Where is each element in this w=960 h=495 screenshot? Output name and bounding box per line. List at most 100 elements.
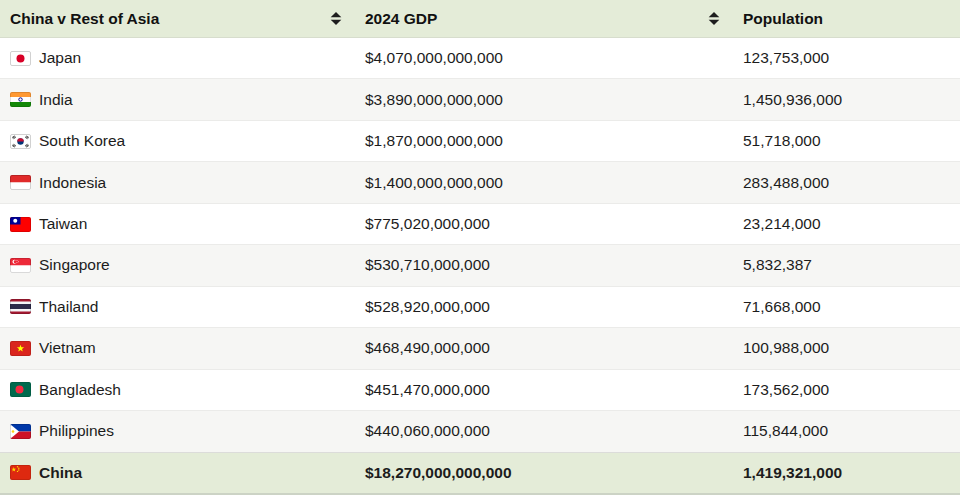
table-row: Indonesia $1,400,000,000,000 283,488,000 [0,161,960,202]
gdp-column-label: 2024 GDP [365,10,437,28]
population-value: 115,844,000 [743,422,828,440]
gdp-value: $530,710,000,000 [365,256,490,274]
table-row: Vietnam $468,490,000,000 100,988,000 [0,327,960,368]
country-cell: India [0,91,355,109]
japan-flag-icon [10,51,31,66]
thailand-flag-icon [10,299,31,314]
table-title: China v Rest of Asia [10,10,159,28]
gdp-cell: $1,400,000,000,000 [355,174,733,192]
gdp-cell: $1,870,000,000,000 [355,132,733,150]
gdp-cell: $18,270,000,000,000 [355,464,733,482]
country-name: Philippines [39,422,114,440]
country-cell: Singapore [0,256,355,274]
country-name: Japan [39,49,81,67]
population-value: 5,832,387 [743,256,812,274]
country-name: Taiwan [39,215,87,233]
country-name: Thailand [39,298,98,316]
population-cell: 1,450,936,000 [733,91,960,109]
gdp-value: $528,920,000,000 [365,298,490,316]
population-cell: 283,488,000 [733,174,960,192]
population-cell: 5,832,387 [733,256,960,274]
country-name: India [39,91,73,109]
header-cell-population[interactable]: Population [733,0,960,37]
population-value: 123,753,000 [743,49,829,67]
singapore-flag-icon [10,258,31,273]
bangladesh-flag-icon [10,382,31,397]
taiwan-flag-icon [10,217,31,232]
population-value: 71,668,000 [743,298,821,316]
table-row: Bangladesh $451,470,000,000 173,562,000 [0,369,960,410]
sort-gdp-column-button[interactable] [708,11,720,26]
country-name: Singapore [39,256,110,274]
table-row: Taiwan $775,020,000,000 23,214,000 [0,203,960,244]
gdp-value: $775,020,000,000 [365,215,490,233]
gdp-value: $4,070,000,000,000 [365,49,503,67]
country-name: Indonesia [39,174,106,192]
country-name: South Korea [39,132,125,150]
population-cell: 51,718,000 [733,132,960,150]
india-flag-icon [10,92,31,107]
table-row: Thailand $528,920,000,000 71,668,000 [0,286,960,327]
sort-arrows-icon [708,11,720,26]
table-row: Philippines $440,060,000,000 115,844,000 [0,410,960,451]
table-row: South Korea $1,870,000,000,000 51,718,00… [0,120,960,161]
table-header-row: China v Rest of Asia 2024 GDP Population [0,0,960,38]
country-cell: Philippines [0,422,355,440]
gdp-value: $3,890,000,000,000 [365,91,503,109]
gdp-value: $451,470,000,000 [365,381,490,399]
header-cell-gdp[interactable]: 2024 GDP [355,0,733,37]
gdp-cell: $4,070,000,000,000 [355,49,733,67]
country-comparison-table: China v Rest of Asia 2024 GDP Population [0,0,960,495]
population-cell: 173,562,000 [733,381,960,399]
population-cell: 23,214,000 [733,215,960,233]
table-row: Japan $4,070,000,000,000 123,753,000 [0,38,960,78]
population-value: 1,450,936,000 [743,91,842,109]
header-cell-country[interactable]: China v Rest of Asia [0,0,355,37]
country-cell: China [0,464,355,482]
gdp-value: $18,270,000,000,000 [365,464,512,482]
country-name: China [39,464,82,482]
country-cell: Vietnam [0,339,355,357]
population-value: 51,718,000 [743,132,821,150]
population-value: 100,988,000 [743,339,829,357]
sort-arrows-icon [330,11,342,26]
gdp-cell: $530,710,000,000 [355,256,733,274]
population-value: 173,562,000 [743,381,829,399]
indonesia-flag-icon [10,175,31,190]
gdp-cell: $451,470,000,000 [355,381,733,399]
table-row: India $3,890,000,000,000 1,450,936,000 [0,78,960,119]
country-name: Bangladesh [39,381,121,399]
table-body: Japan $4,070,000,000,000 123,753,000 Ind… [0,38,960,493]
gdp-value: $440,060,000,000 [365,422,490,440]
south-korea-flag-icon [10,134,31,149]
country-cell: South Korea [0,132,355,150]
gdp-value: $1,870,000,000,000 [365,132,503,150]
country-cell: Japan [0,49,355,67]
country-name: Vietnam [39,339,96,357]
country-cell: Thailand [0,298,355,316]
gdp-cell: $3,890,000,000,000 [355,91,733,109]
population-column-label: Population [743,10,823,28]
table-row: China $18,270,000,000,000 1,419,321,000 [0,452,960,493]
table-row: Singapore $530,710,000,000 5,832,387 [0,244,960,285]
country-cell: Indonesia [0,174,355,192]
population-cell: 71,668,000 [733,298,960,316]
gdp-cell: $775,020,000,000 [355,215,733,233]
population-cell: 1,419,321,000 [733,464,960,482]
china-flag-icon [10,465,31,480]
population-value: 1,419,321,000 [743,464,842,482]
gdp-cell: $528,920,000,000 [355,298,733,316]
gdp-cell: $468,490,000,000 [355,339,733,357]
sort-country-column-button[interactable] [330,11,342,26]
population-value: 23,214,000 [743,215,821,233]
country-cell: Bangladesh [0,381,355,399]
gdp-value: $468,490,000,000 [365,339,490,357]
population-value: 283,488,000 [743,174,829,192]
country-cell: Taiwan [0,215,355,233]
vietnam-flag-icon [10,341,31,356]
population-cell: 100,988,000 [733,339,960,357]
gdp-value: $1,400,000,000,000 [365,174,503,192]
gdp-cell: $440,060,000,000 [355,422,733,440]
population-cell: 123,753,000 [733,49,960,67]
population-cell: 115,844,000 [733,422,960,440]
